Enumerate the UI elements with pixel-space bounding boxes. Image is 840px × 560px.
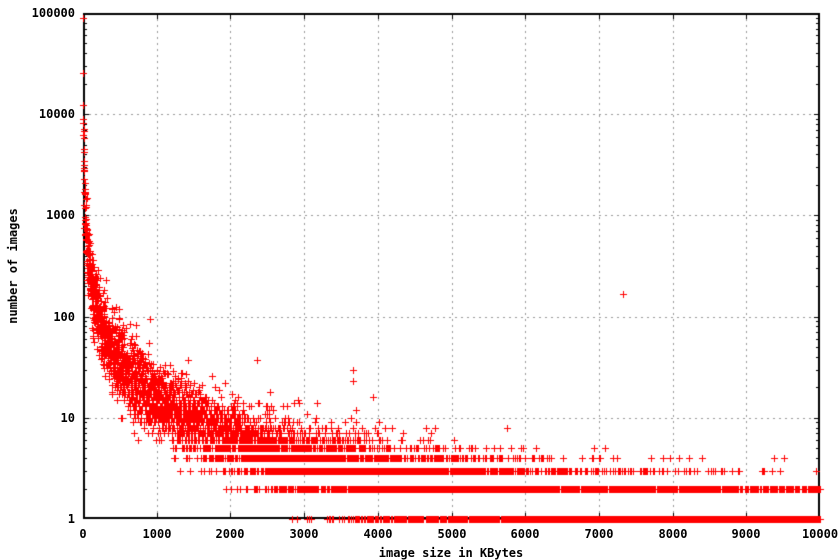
y-tick-label: 10000 [38, 107, 75, 121]
y-tick-label: 100 [53, 310, 75, 324]
x-tick-label: 0 [79, 527, 87, 541]
x-tick-label: 4000 [363, 527, 393, 541]
x-tick-label: 6000 [510, 527, 540, 541]
x-tick-label: 7000 [584, 527, 614, 541]
x-tick-label: 9000 [731, 527, 761, 541]
x-tick-label: 3000 [289, 527, 319, 541]
y-tick-label: 1000 [46, 208, 75, 222]
y-axis-title: number of images [6, 208, 20, 324]
y-tick-label: 10 [60, 411, 75, 425]
y-tick-label: 1 [67, 512, 75, 526]
x-tick-label: 5000 [437, 527, 467, 541]
x-tick-label: 2000 [215, 527, 245, 541]
x-axis-title: image size in KBytes [378, 546, 524, 560]
y-tick-label: 100000 [31, 6, 75, 20]
x-tick-label: 8000 [658, 527, 688, 541]
x-tick-label: 1000 [142, 527, 172, 541]
x-tick-label: 10000 [801, 527, 839, 541]
